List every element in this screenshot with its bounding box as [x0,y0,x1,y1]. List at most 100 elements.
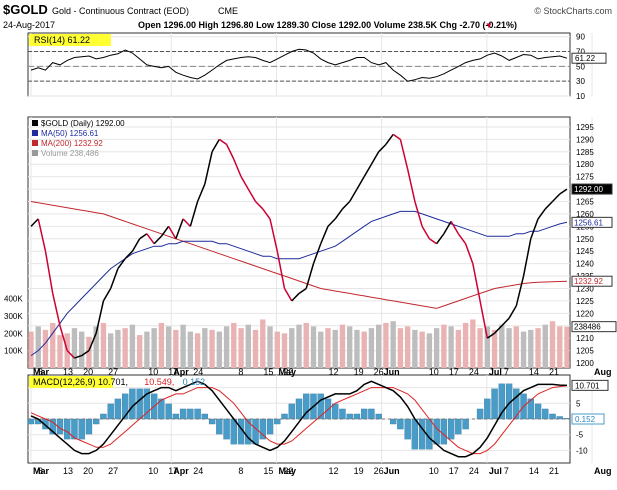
macd-histogram-bar [411,418,419,450]
price-segment [356,176,365,190]
day-tick-label: 7 [504,466,509,476]
rsi-tick-label: 10 [576,92,585,101]
price-segment [559,188,568,195]
price-segment [204,151,213,185]
volume-bar [107,333,114,368]
price-legend-entry: MA(200) 1232.92 [41,139,103,148]
price-segment [312,243,322,264]
volume-bar [477,328,483,368]
macd-histogram-bar [440,418,448,445]
price-segment [305,263,315,289]
volume-bar [202,328,208,368]
day-tick-label: 17 [449,367,459,377]
rsi-legend: RSI(14) 61.22 [34,35,90,45]
volume-bar [180,324,186,368]
macd-histogram-bar [245,418,252,445]
macd-histogram-bar [143,388,151,420]
macd-histogram-bar [100,413,107,420]
day-tick-label: 19 [354,466,364,476]
instrument-name: Gold - Continuous Contract (EOD) [52,6,189,16]
volume-bar [86,336,92,368]
macd-histogram-bar [266,418,274,435]
macd-hist-last-box [571,413,605,425]
volume-bar [390,321,396,368]
volume-bar [361,331,367,368]
price-tick-label: 1240 [576,260,594,269]
macd-legend-entry: MACD(12,26,9) 10.701, [33,377,128,387]
macd-histogram-bar [527,398,534,420]
macd-histogram-bar [556,416,563,420]
day-tick-label: 8 [238,367,243,377]
macd-histogram-bar [484,398,491,420]
price-legend-entry: $GOLD (Daily) 1292.00 [41,119,125,128]
volume-bar [245,324,251,368]
volume-bar [520,331,527,368]
price-tick-label: 1200 [576,359,594,368]
volume-tick-label: 100K [4,347,23,356]
day-tick-label: 15 [263,466,273,476]
price-segment [392,133,401,140]
volume-bar [216,331,223,368]
macd-histogram-bar [455,418,462,435]
volume-bar [194,333,201,368]
price-segment [551,193,561,203]
day-tick-label: 17 [168,367,178,377]
volume-bar [347,326,353,368]
price-segment [59,325,68,351]
day-tick-label: 24 [469,466,479,476]
volume-bar [267,326,273,368]
rsi-last-label: 61.22 [575,54,596,63]
rsi-last-box [571,52,607,64]
volume-bar [491,329,498,368]
price-segment [44,251,54,294]
day-tick-label: 20 [83,466,93,476]
volume-bar [187,331,194,368]
price-segment [515,275,525,307]
month-tick-label: Jun [384,466,400,476]
macd-histogram-bar [498,383,505,420]
volume-bar [513,326,519,368]
volume-tick-label: 300K [4,312,23,321]
price-segment [385,133,394,145]
day-tick-label: 7 [504,367,509,377]
day-tick-label: 21 [549,466,559,476]
day-tick-label: 8 [238,466,243,476]
day-tick-label: 24 [193,466,203,476]
price-segment [196,183,206,202]
rsi-tick-label: 90 [576,33,585,42]
macd-histogram-bar [433,418,440,445]
volume-bar [484,326,491,368]
macd-line [30,380,568,458]
month-tick-label: Apr [173,466,189,476]
price-last-label: 1292.00 [574,185,603,194]
volume-bar [42,329,49,368]
volume-bar [151,328,157,368]
price-segment [464,243,474,264]
price-segment [370,151,380,165]
macd-histogram-bar [317,393,324,420]
day-tick-label: 12 [329,466,339,476]
price-legend-swatch [32,130,38,136]
month-tick-label: Mar [33,367,50,377]
axis-labels: Mar Apr May Jun Jul Aug 6 13 20 27 10 17 24 8 15 22 12 19… [4,33,617,476]
macd-histogram-bar [252,418,259,445]
volume-bar [448,326,454,368]
price-segment [457,233,467,245]
day-tick-label: 17 [168,466,178,476]
macd-histogram-bar [462,418,469,430]
price-segment [530,218,539,240]
price-segment [146,233,155,245]
macd-signal-line [30,385,568,455]
price-segment [240,176,249,190]
macd-histogram-bar [361,408,368,420]
volume-bar [397,328,404,368]
macd-series [27,380,571,458]
volume-bar [455,329,462,368]
price-last-box [571,183,613,195]
macd-histogram-bar [513,388,520,420]
price-segment [95,300,105,334]
volume-bar [50,322,56,368]
price-segment [508,305,517,319]
macd-last-label: 10.701 [575,381,600,390]
price-segment [522,238,532,277]
